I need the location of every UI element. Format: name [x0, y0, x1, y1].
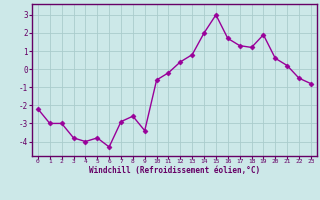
X-axis label: Windchill (Refroidissement éolien,°C): Windchill (Refroidissement éolien,°C)	[89, 166, 260, 175]
